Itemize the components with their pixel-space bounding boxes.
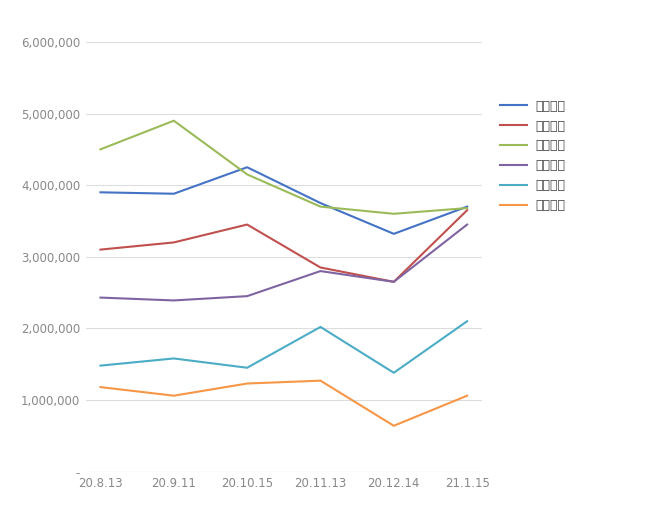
- 제주은행: [390, 423, 398, 429]
- Line: 경남은행: 경남은행: [100, 224, 467, 300]
- 전북은행: [317, 324, 325, 330]
- 광주은행: [390, 279, 398, 285]
- 경남은행: [390, 279, 398, 285]
- 대구은행: [170, 117, 178, 124]
- Line: 부산은행: 부산은행: [100, 167, 467, 234]
- 제주은행: [96, 384, 104, 390]
- 제주은행: [170, 392, 178, 399]
- 대구은행: [96, 146, 104, 152]
- 제주은행: [463, 392, 471, 399]
- 광주은행: [463, 207, 471, 213]
- 제주은행: [317, 377, 325, 384]
- 경남은행: [317, 268, 325, 274]
- Line: 광주은행: 광주은행: [100, 210, 467, 282]
- 전북은행: [243, 365, 251, 371]
- 대구은행: [463, 205, 471, 211]
- 광주은행: [96, 246, 104, 253]
- 경남은행: [170, 297, 178, 303]
- 부산은행: [463, 203, 471, 210]
- Line: 전북은행: 전북은행: [100, 321, 467, 373]
- 광주은행: [317, 265, 325, 271]
- 전북은행: [170, 355, 178, 362]
- 경남은행: [463, 221, 471, 227]
- 부산은행: [96, 189, 104, 195]
- 대구은행: [390, 211, 398, 217]
- 부산은행: [317, 200, 325, 206]
- 대구은행: [317, 203, 325, 210]
- 부산은행: [170, 191, 178, 197]
- 경남은행: [243, 293, 251, 299]
- 부산은행: [243, 164, 251, 170]
- 대구은행: [243, 171, 251, 178]
- 전북은행: [96, 363, 104, 369]
- 부산은행: [390, 231, 398, 237]
- 전북은행: [390, 369, 398, 376]
- 경남은행: [96, 294, 104, 301]
- Legend: 부산은행, 광주은행, 대구은행, 경남은행, 전북은행, 제주은행: 부산은행, 광주은행, 대구은행, 경남은행, 전북은행, 제주은행: [500, 100, 565, 212]
- 제주은행: [243, 380, 251, 387]
- Line: 대구은행: 대구은행: [100, 121, 467, 214]
- 전북은행: [463, 318, 471, 324]
- Line: 제주은행: 제주은행: [100, 380, 467, 426]
- 광주은행: [243, 221, 251, 227]
- 광주은행: [170, 239, 178, 246]
